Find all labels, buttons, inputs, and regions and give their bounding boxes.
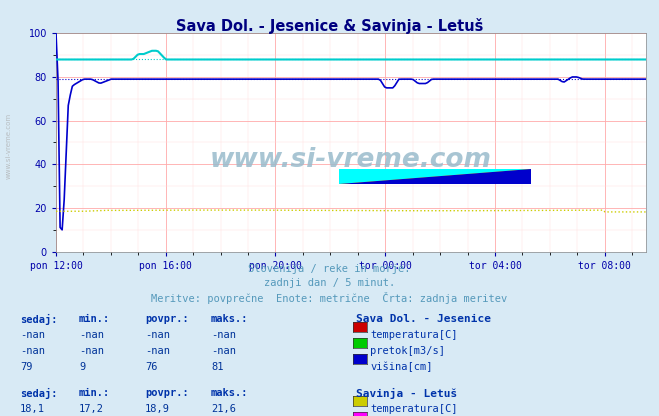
Text: 18,9: 18,9: [145, 404, 170, 414]
Text: -nan: -nan: [79, 330, 104, 340]
Bar: [339, 169, 530, 184]
Text: Meritve: povprečne  Enote: metrične  Črta: zadnja meritev: Meritve: povprečne Enote: metrične Črta:…: [152, 292, 507, 304]
Text: Savinja - Letuš: Savinja - Letuš: [356, 388, 457, 399]
Text: sedaj:: sedaj:: [20, 314, 57, 325]
Text: Slovenija / reke in morje.: Slovenija / reke in morje.: [248, 264, 411, 274]
Text: min.:: min.:: [79, 388, 110, 398]
Text: 21,6: 21,6: [211, 404, 236, 414]
Text: Sava Dol. - Jesenice & Savinja - Letuš: Sava Dol. - Jesenice & Savinja - Letuš: [176, 18, 483, 34]
Text: temperatura[C]: temperatura[C]: [370, 330, 458, 340]
Text: višina[cm]: višina[cm]: [370, 362, 433, 372]
Text: -nan: -nan: [145, 330, 170, 340]
Polygon shape: [339, 169, 530, 184]
Text: Sava Dol. - Jesenice: Sava Dol. - Jesenice: [356, 314, 491, 324]
Text: -nan: -nan: [79, 346, 104, 356]
Text: min.:: min.:: [79, 314, 110, 324]
Text: -nan: -nan: [211, 330, 236, 340]
Text: 17,2: 17,2: [79, 404, 104, 414]
Text: povpr.:: povpr.:: [145, 388, 188, 398]
Text: -nan: -nan: [20, 330, 45, 340]
Text: maks.:: maks.:: [211, 388, 248, 398]
Text: www.si-vreme.com: www.si-vreme.com: [5, 113, 12, 178]
Text: -nan: -nan: [20, 346, 45, 356]
Text: 18,1: 18,1: [20, 404, 45, 414]
Polygon shape: [339, 169, 530, 184]
Text: www.si-vreme.com: www.si-vreme.com: [210, 147, 492, 173]
Text: 79: 79: [20, 362, 32, 371]
Text: povpr.:: povpr.:: [145, 314, 188, 324]
Text: -nan: -nan: [145, 346, 170, 356]
Text: temperatura[C]: temperatura[C]: [370, 404, 458, 414]
Text: 76: 76: [145, 362, 158, 371]
Text: -nan: -nan: [211, 346, 236, 356]
Text: maks.:: maks.:: [211, 314, 248, 324]
Text: 81: 81: [211, 362, 223, 371]
Text: pretok[m3/s]: pretok[m3/s]: [370, 346, 445, 356]
Text: zadnji dan / 5 minut.: zadnji dan / 5 minut.: [264, 278, 395, 288]
Text: sedaj:: sedaj:: [20, 388, 57, 399]
Text: 9: 9: [79, 362, 85, 371]
